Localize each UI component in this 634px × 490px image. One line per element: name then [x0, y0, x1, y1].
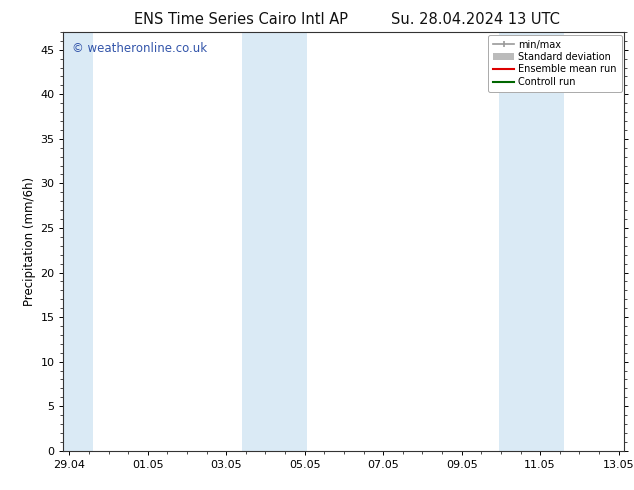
- Bar: [242, 32, 307, 451]
- Y-axis label: Precipitation (mm/6h): Precipitation (mm/6h): [23, 177, 36, 306]
- Text: Su. 28.04.2024 13 UTC: Su. 28.04.2024 13 UTC: [391, 12, 560, 27]
- Bar: [63, 32, 93, 451]
- Text: ENS Time Series Cairo Intl AP: ENS Time Series Cairo Intl AP: [134, 12, 348, 27]
- Legend: min/max, Standard deviation, Ensemble mean run, Controll run: min/max, Standard deviation, Ensemble me…: [488, 35, 621, 92]
- Bar: [499, 32, 564, 451]
- Text: © weatheronline.co.uk: © weatheronline.co.uk: [72, 42, 207, 55]
